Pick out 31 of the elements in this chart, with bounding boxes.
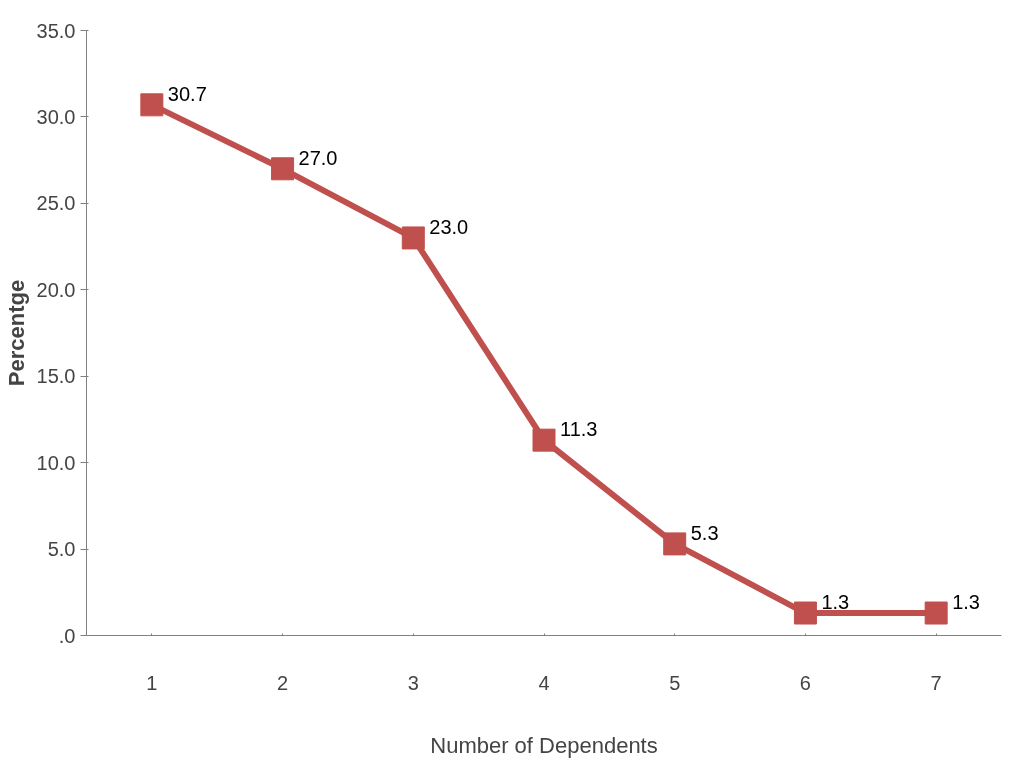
data-label: 11.3 (560, 418, 598, 441)
point (793, 601, 817, 625)
y-tick-label: 30.0 (36, 105, 76, 128)
data-label: 27.0 (298, 146, 338, 169)
data-label: 1.3 (952, 591, 980, 614)
y-tick-label: 10.0 (36, 451, 76, 474)
x-tick-label: 4 (538, 671, 550, 694)
point (663, 532, 687, 556)
y-axis-title: Percentge (3, 279, 29, 387)
y-tick-label: 35.0 (36, 19, 76, 42)
x-tick-label: 6 (799, 671, 811, 694)
x-tick-label: 7 (930, 671, 942, 694)
y-tick-label: 20.0 (36, 278, 76, 301)
y-tick-label: 5.0 (47, 538, 76, 561)
data-label: 30.7 (167, 82, 207, 105)
y-tick-label: 15.0 (36, 365, 76, 388)
point (401, 226, 425, 250)
point (140, 93, 164, 117)
y-tick-label: .0 (58, 624, 76, 647)
point (532, 428, 556, 452)
x-tick-label: 3 (407, 671, 419, 694)
data-label: 5.3 (690, 521, 719, 544)
point (924, 601, 948, 625)
point (271, 157, 295, 181)
y-tick-label: 25.0 (36, 192, 76, 215)
x-tick-label: 2 (277, 671, 289, 694)
x-tick-label: 1 (146, 671, 158, 694)
x-tick-label: 5 (669, 671, 681, 694)
data-label: 23.0 (429, 215, 469, 238)
data-label: 1.3 (821, 591, 850, 614)
x-axis-title: Number of Dependents (430, 732, 658, 758)
